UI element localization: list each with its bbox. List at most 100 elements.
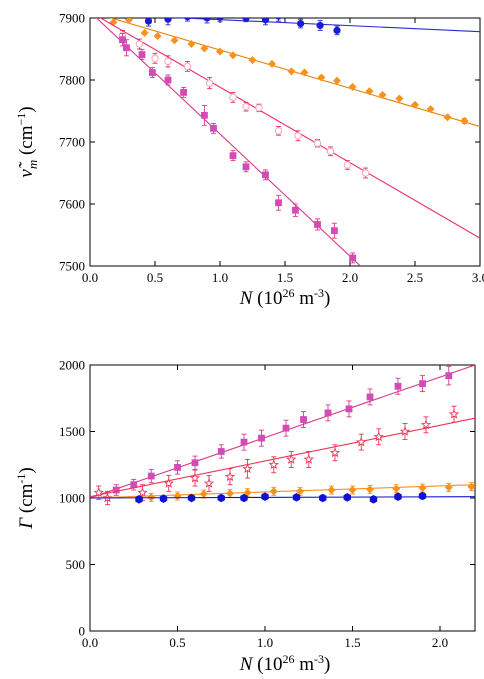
data-point — [324, 409, 332, 417]
x-tick-label: 0.0 — [82, 635, 98, 650]
data-point — [93, 487, 104, 498]
x-tick-label: 1.5 — [277, 270, 293, 285]
data-point — [445, 372, 453, 380]
data-point — [203, 477, 215, 488]
data-point — [170, 36, 179, 45]
x-tick-label: 1.0 — [257, 635, 273, 650]
data-point — [183, 62, 192, 71]
data-point — [119, 36, 126, 44]
data-point — [210, 124, 217, 132]
data-point — [217, 448, 225, 455]
data-point — [356, 436, 367, 447]
data-point — [164, 57, 172, 66]
tick-group: 0.0 0.5 1.0 1.5 2.0 2.5 3.0 7500 7600 7700 7800 790… — [59, 11, 484, 286]
y-tick-label: 1000 — [59, 491, 85, 506]
data-point — [317, 73, 326, 82]
data-point — [294, 132, 302, 140]
data-point — [174, 464, 181, 471]
series-open-star — [90, 405, 475, 506]
data-point — [314, 221, 321, 228]
x-tick-label: 0.0 — [82, 270, 98, 285]
data-point — [262, 171, 269, 179]
x-tick-label: 0.5 — [169, 635, 185, 650]
data-point — [460, 116, 469, 125]
data-point — [240, 438, 248, 446]
data-point — [217, 493, 225, 503]
data-point — [275, 18, 282, 20]
data-point — [292, 206, 299, 214]
y-tick-label: 0 — [79, 624, 86, 639]
data-point — [326, 147, 335, 156]
data-point — [297, 19, 305, 28]
data-point — [130, 481, 138, 489]
data-point — [303, 453, 314, 464]
data-point — [420, 419, 432, 430]
data-point — [366, 393, 374, 401]
data-point — [163, 477, 174, 488]
data-point — [258, 434, 265, 442]
data-point — [159, 494, 168, 503]
data-point — [361, 169, 370, 177]
data-point — [153, 31, 162, 40]
data-point — [187, 493, 196, 503]
data-point — [248, 56, 257, 65]
data-point — [199, 490, 208, 499]
series-hexagon — [90, 491, 475, 504]
data-point — [140, 28, 149, 37]
data-point — [394, 382, 402, 390]
fit-line — [90, 365, 475, 499]
data-point — [333, 26, 341, 34]
series-square — [95, 18, 361, 266]
data-point — [191, 459, 199, 467]
data-point — [242, 463, 253, 474]
data-point — [216, 47, 224, 56]
series-open-circle — [99, 18, 480, 239]
data-point — [394, 492, 402, 501]
data-point — [255, 104, 263, 112]
data-point — [93, 5, 101, 13]
data-point — [147, 472, 155, 480]
data-point — [164, 18, 172, 23]
fit-line — [90, 484, 475, 499]
series-circle — [125, 18, 480, 36]
data-point — [229, 152, 237, 160]
series-diamond — [90, 482, 475, 502]
data-point — [419, 380, 426, 388]
data-point — [348, 82, 357, 91]
data-point — [269, 487, 278, 496]
data-point — [395, 94, 404, 103]
series-square — [90, 365, 475, 499]
series-diamond — [93, 5, 480, 128]
x-axis-label: N (1026 m-3) — [239, 652, 331, 675]
data-point — [164, 76, 172, 84]
data-point — [242, 18, 250, 22]
x-axis-label: N (1026 m-3) — [239, 286, 331, 309]
x-tick-label: 2.5 — [407, 270, 423, 285]
x-tick-label: 2.0 — [432, 635, 448, 650]
data-point — [224, 471, 236, 482]
data-point — [369, 495, 378, 504]
data-point — [123, 44, 130, 52]
data-point — [448, 408, 460, 419]
data-marks — [93, 5, 480, 266]
data-point — [443, 113, 452, 122]
fit-line — [99, 18, 480, 239]
data-point — [261, 18, 270, 24]
data-point — [467, 482, 475, 491]
fit-line — [90, 417, 475, 498]
data-point — [184, 18, 191, 21]
data-point — [319, 493, 327, 503]
data-point — [300, 68, 309, 77]
data-point — [137, 487, 148, 498]
data-point — [201, 111, 208, 119]
data-point — [205, 79, 214, 87]
data-point — [226, 489, 234, 498]
data-point — [135, 495, 143, 504]
data-point — [282, 424, 290, 432]
data-point — [189, 472, 201, 483]
data-point — [135, 40, 144, 48]
data-point — [327, 486, 336, 495]
y-tick-label: 500 — [66, 557, 86, 572]
data-point — [313, 139, 322, 147]
